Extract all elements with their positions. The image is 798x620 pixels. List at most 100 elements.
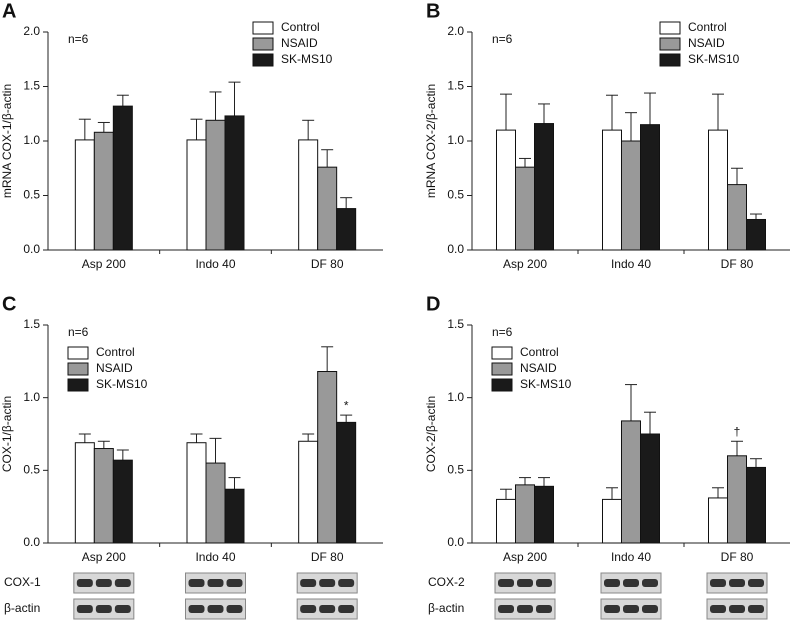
blot-band [642, 605, 658, 613]
bar [93, 131, 114, 251]
annotation: n=6 [68, 325, 89, 339]
significance-mark: † [734, 424, 741, 438]
blot-label: β-actin [4, 601, 40, 615]
y-tick-label: 0.5 [447, 463, 464, 477]
annotation: n=6 [68, 32, 89, 46]
blot-band [338, 605, 355, 613]
legend-swatch [659, 37, 681, 51]
y-tick-label: 1.0 [447, 133, 464, 147]
blot-band [300, 605, 317, 613]
x-tick-label: Indo 40 [611, 257, 651, 271]
blot-band [536, 579, 552, 587]
blot-band [300, 579, 317, 587]
blot-band [748, 605, 764, 613]
bar [112, 459, 133, 544]
panel-letter: A [2, 0, 16, 22]
blot-band [498, 579, 514, 587]
blot-band [188, 579, 205, 587]
legend-label: SK-MS10 [688, 52, 740, 66]
significance-mark: * [344, 398, 349, 412]
bar [746, 218, 766, 251]
x-tick-label: DF 80 [311, 550, 344, 564]
legend-label: SK-MS10 [520, 377, 572, 391]
bar [496, 129, 516, 251]
blot-band [604, 605, 620, 613]
bar [224, 115, 245, 251]
y-tick-label: 0.5 [447, 188, 464, 202]
blot-band [114, 605, 131, 613]
bar [727, 184, 747, 251]
blot-band [226, 605, 243, 613]
panel-letter: B [426, 0, 440, 22]
legend-swatch [252, 21, 274, 35]
legend-swatch [252, 53, 274, 67]
legend-label: Control [96, 345, 135, 359]
panel-letter: C [2, 293, 16, 315]
x-tick-label: Asp 200 [82, 257, 126, 271]
blot-band [207, 579, 224, 587]
blot-band [114, 579, 131, 587]
legend-swatch [252, 37, 274, 51]
x-tick-label: Indo 40 [195, 550, 235, 564]
y-axis-label: mRNA COX-1/β-actin [0, 84, 14, 198]
blot-band [710, 579, 726, 587]
x-tick-label: Asp 200 [503, 550, 547, 564]
y-tick-label: 0.5 [23, 463, 40, 477]
blot-band [188, 605, 205, 613]
blot-band [536, 605, 552, 613]
blot-band [319, 605, 336, 613]
x-tick-label: DF 80 [311, 257, 344, 271]
x-tick-label: Asp 200 [503, 257, 547, 271]
x-tick-label: DF 80 [721, 257, 754, 271]
y-axis-label: COX-2/β-actin [424, 396, 438, 472]
bar [621, 140, 641, 251]
legend-swatch [491, 362, 513, 376]
bar [336, 208, 357, 251]
bar [727, 455, 747, 544]
blot-band [517, 579, 533, 587]
bar [93, 448, 114, 544]
bar [186, 139, 207, 251]
bar [708, 129, 728, 251]
bar [317, 166, 338, 251]
legend-label: NSAID [520, 361, 557, 375]
y-tick-label: 1.5 [23, 79, 40, 93]
x-tick-label: Indo 40 [195, 257, 235, 271]
y-axis-label: mRNA COX-2/β-actin [424, 84, 438, 198]
y-tick-label: 1.5 [447, 79, 464, 93]
blot-band [642, 579, 658, 587]
blot-band [319, 579, 336, 587]
legend-swatch [659, 21, 681, 35]
blot-band [76, 605, 93, 613]
blot-band [729, 605, 745, 613]
legend-swatch [67, 362, 89, 376]
blot-band [338, 579, 355, 587]
blot-label: COX-1 [4, 575, 41, 589]
blot-label: β-actin [428, 601, 464, 615]
blot-band [623, 605, 639, 613]
blot-band [729, 579, 745, 587]
legend-label: Control [520, 345, 559, 359]
bar [640, 433, 660, 544]
y-tick-label: 0.0 [447, 242, 464, 256]
bar [534, 485, 554, 544]
bar [602, 498, 622, 544]
legend-label: SK-MS10 [281, 52, 333, 66]
y-tick-label: 1.5 [23, 317, 40, 331]
blot-band [498, 605, 514, 613]
legend-label: NSAID [688, 36, 725, 50]
bar [640, 124, 660, 251]
blot-band [517, 605, 533, 613]
y-tick-label: 0.5 [23, 188, 40, 202]
blot-band [748, 579, 764, 587]
bar [515, 166, 535, 251]
legend-label: NSAID [281, 36, 318, 50]
legend-label: SK-MS10 [96, 377, 148, 391]
y-tick-label: 2.0 [23, 24, 40, 38]
bar [621, 420, 641, 544]
blot-band [95, 579, 112, 587]
bar [534, 123, 554, 251]
y-tick-label: 0.0 [23, 535, 40, 549]
bar [205, 462, 226, 544]
blot-label: COX-2 [428, 575, 465, 589]
